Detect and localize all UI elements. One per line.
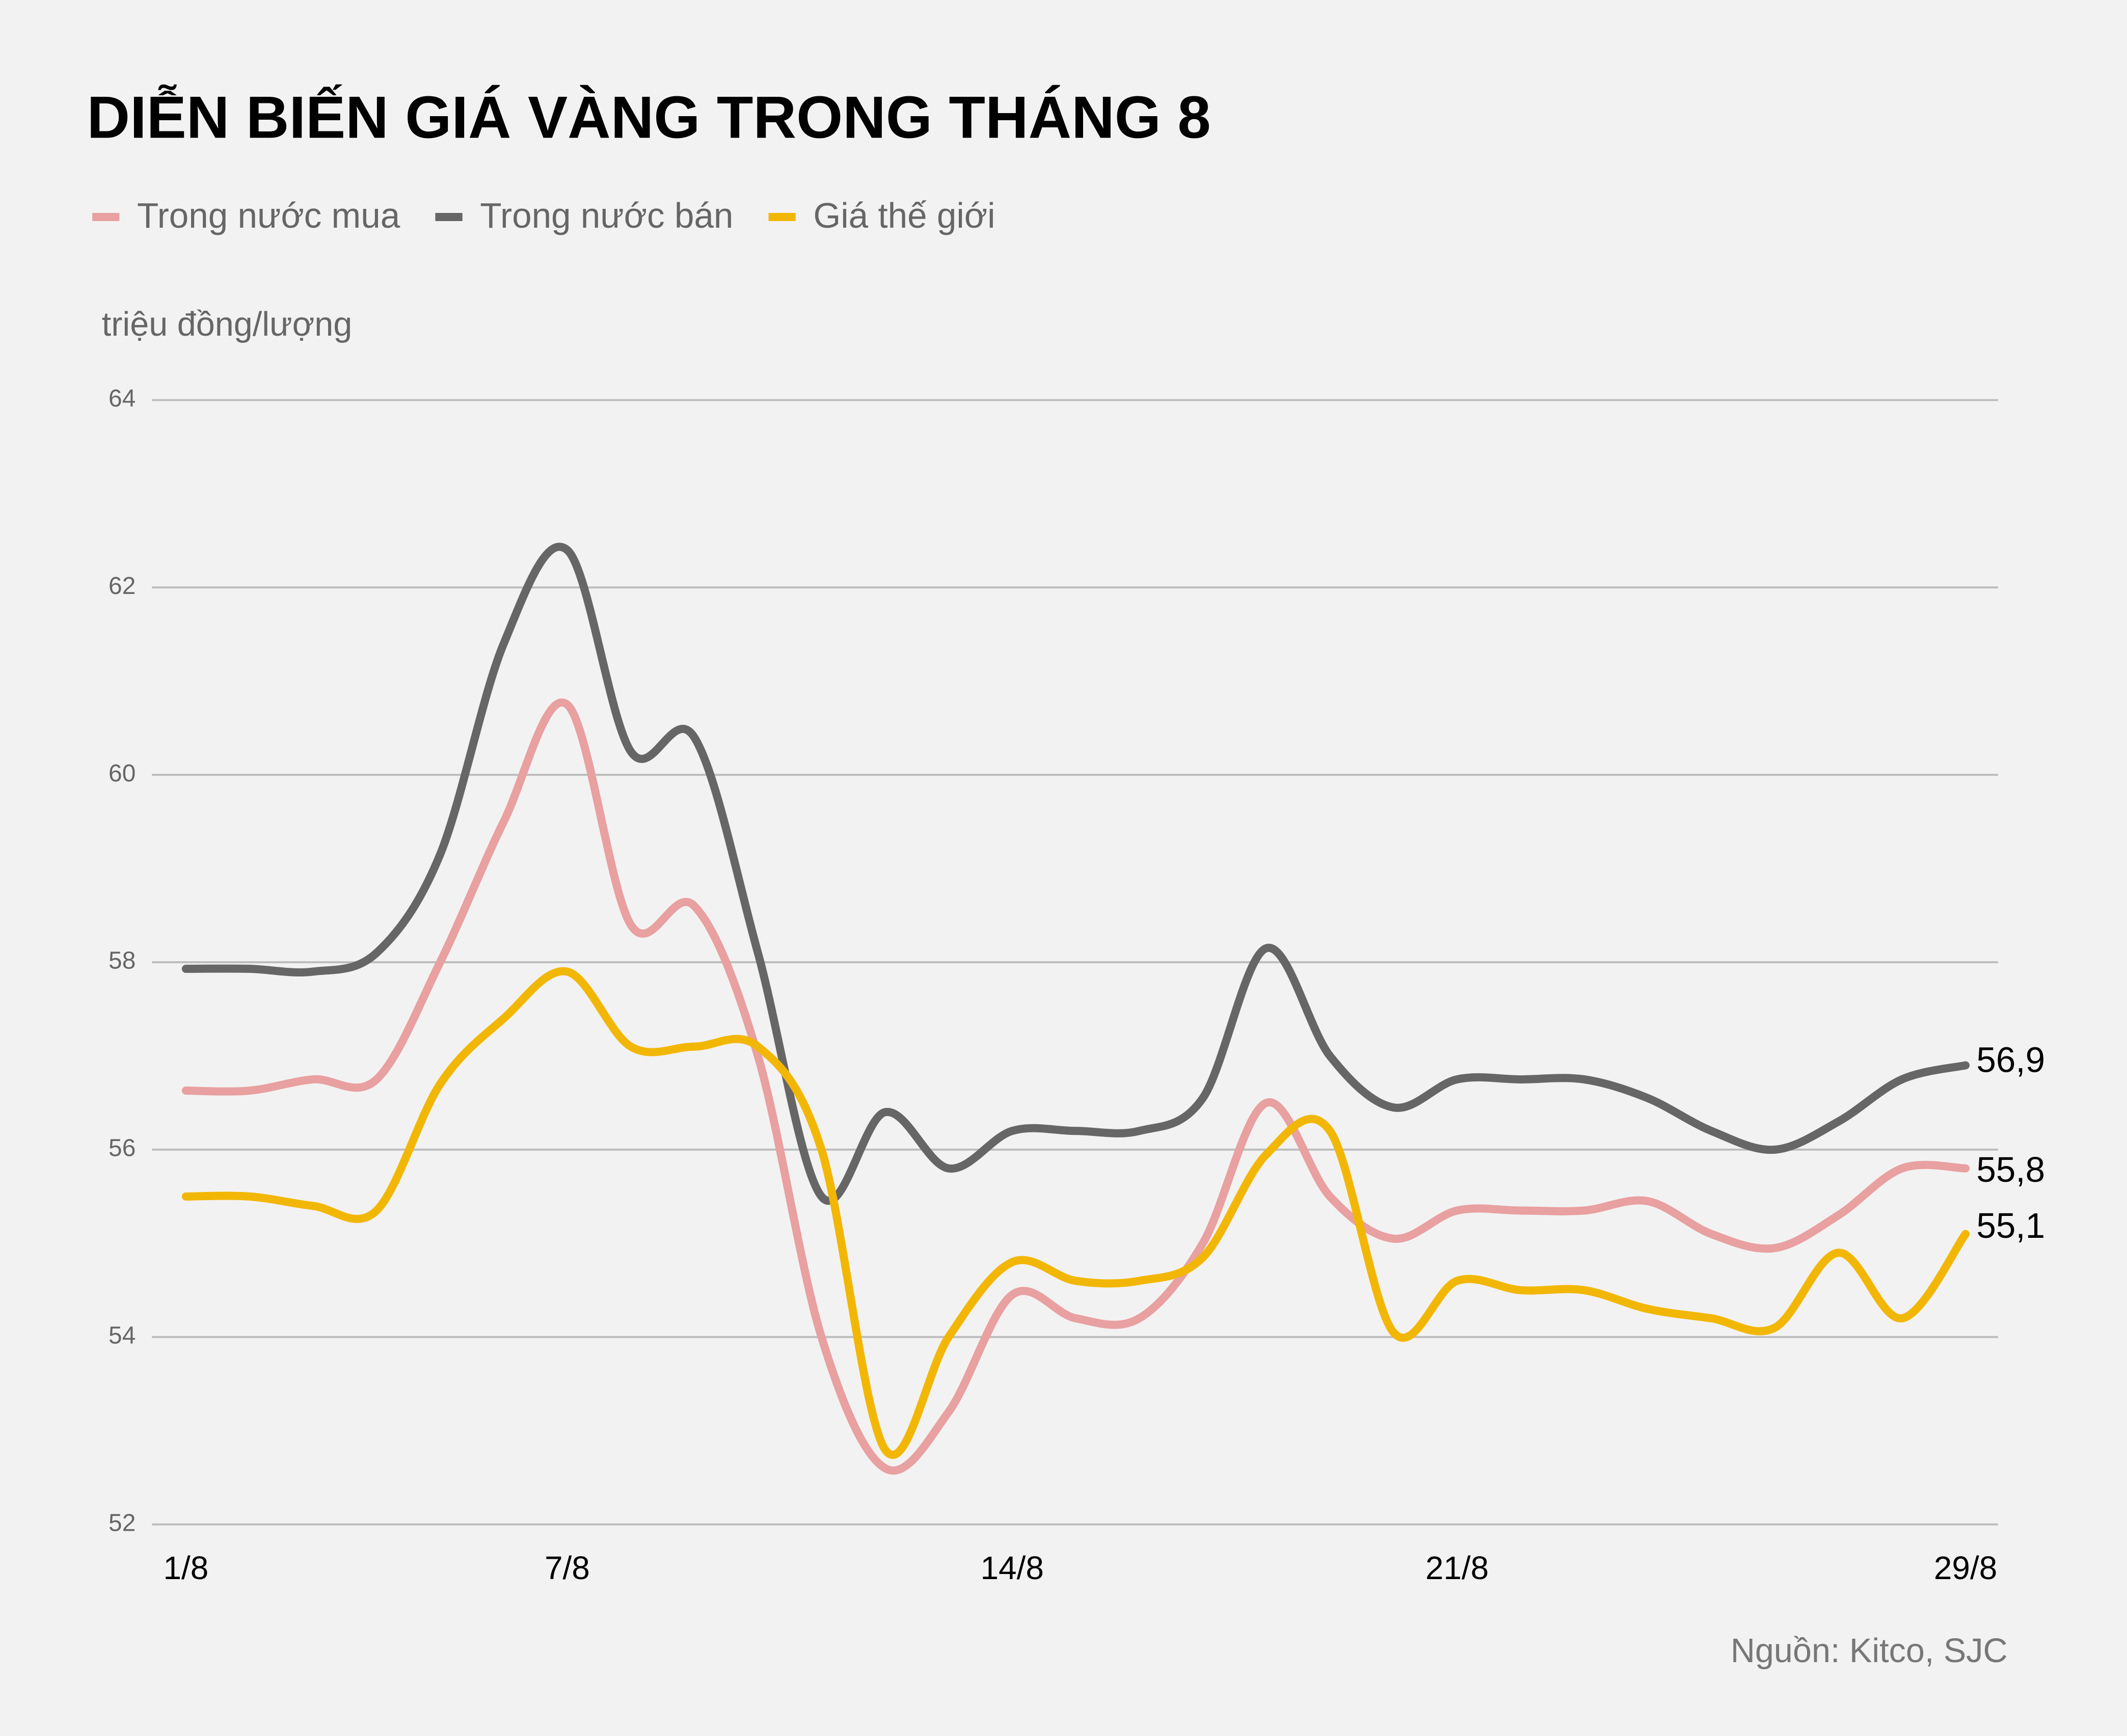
line [181, 698, 1970, 1475]
x-tick-label: 29/8 [1934, 1550, 1997, 1586]
data-label: 55,8 [1976, 1150, 2045, 1189]
legend-label: Trong nước mua [137, 196, 400, 235]
line [181, 542, 1970, 1205]
y-tick-label: 58 [109, 947, 136, 974]
y-tick-label: 52 [109, 1509, 136, 1536]
y-tick-label: 64 [109, 385, 136, 412]
y-tick-label: 56 [109, 1135, 136, 1162]
y-tick-label: 62 [109, 573, 136, 600]
source: Nguồn: Kitco, SJC [1731, 1632, 2008, 1670]
x-tick-label: 21/8 [1425, 1550, 1489, 1586]
data-label: 55,1 [1976, 1206, 2045, 1245]
legend-label: Trong nước bán [480, 196, 733, 235]
legend-label: Giá thế giới [813, 196, 995, 235]
x-tick-label: 7/8 [545, 1550, 590, 1586]
chart-title: DIỄN BIẾN GIÁ VÀNG TRONG THÁNG 8 [87, 84, 1211, 151]
x-tick-label: 14/8 [981, 1550, 1044, 1586]
y-tick-label: 60 [109, 760, 136, 787]
y-tick-label: 54 [109, 1322, 136, 1349]
x-tick-label: 1/8 [163, 1550, 208, 1586]
y-axis-label: triệu đồng/lượng [102, 306, 352, 343]
data-label: 56,9 [1976, 1040, 2045, 1079]
line [181, 967, 1970, 1459]
